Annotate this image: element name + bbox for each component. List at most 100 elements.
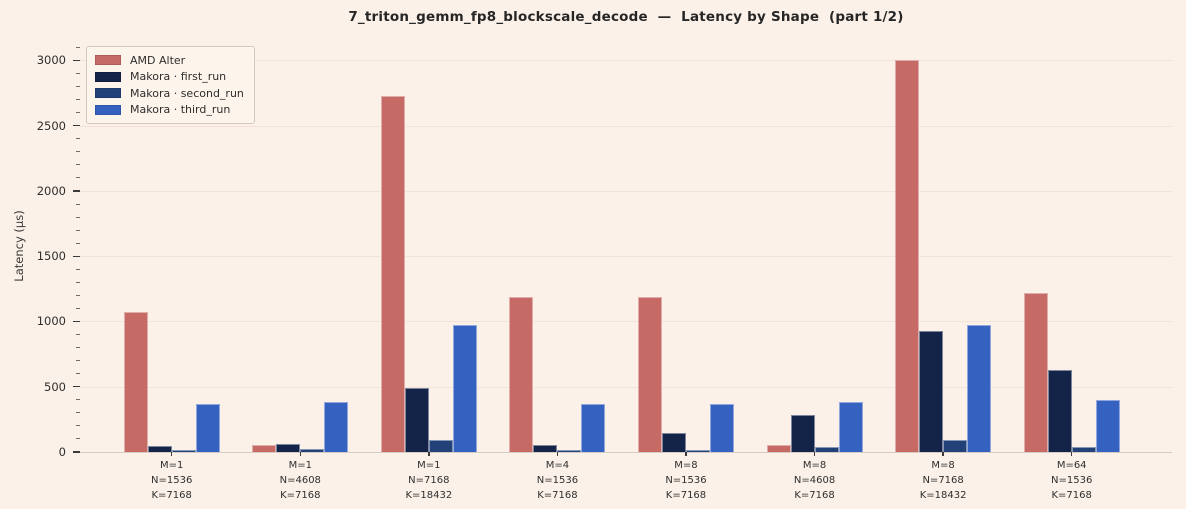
legend-label: Makora · first_run [130,70,227,84]
gridline [80,321,1172,323]
y-tick-mark [73,255,80,257]
y-minor-tick-mark [76,281,80,283]
bar [685,450,710,452]
legend: AMD Alter Makora · first_run Makora · seco… [86,46,255,124]
y-tick-mark [73,451,80,453]
bar [1071,446,1096,452]
y-tick-label: 1000 [36,314,66,329]
legend-item: Makora · first_run [95,69,244,86]
y-minor-tick-mark [76,294,80,296]
y-minor-tick-mark [76,112,80,114]
y-minor-tick-mark [76,412,80,414]
x-tick-label: M=8 N=4608 K=7168 [755,458,875,503]
bar [581,403,606,452]
bar [709,403,734,452]
bar [252,444,277,452]
y-minor-tick-mark [76,203,80,205]
y-minor-tick-mark [76,242,80,244]
x-tick-label-line: N=4608 [793,475,836,486]
y-minor-tick-mark [76,268,80,270]
x-tick-label-line: N=7168 [922,475,964,486]
y-minor-tick-mark [76,373,80,375]
y-minor-tick-mark [76,399,80,401]
x-tick-label-line: M=8 [802,460,827,471]
y-minor-tick-mark [76,177,80,179]
bar [661,433,686,452]
x-tick-mark [171,452,173,456]
x-tick-label-line: K=7168 [151,490,192,501]
bar [533,444,558,452]
gridline [80,256,1172,258]
bar [300,448,325,452]
y-minor-tick-mark [76,72,80,74]
x-tick-mark [942,452,944,456]
legend-item: Makora · second_run [95,85,244,102]
gridline [80,60,1172,62]
y-tick-mark [73,386,80,388]
y-tick-label: 0 [58,445,66,459]
x-tick-label: M=1 N=1536 K=7168 [112,458,232,503]
y-tick-label: 500 [44,379,66,394]
y-tick-mark [73,190,80,192]
x-tick-label-line: K=7168 [794,490,835,501]
y-minor-tick-mark [76,164,80,166]
legend-swatch [95,88,121,99]
bar [766,444,791,452]
bar [147,446,172,452]
x-tick-label-line: K=18432 [919,490,967,501]
x-tick-label-line: K=7168 [1051,490,1092,501]
x-tick-label-line: N=1536 [665,475,707,486]
bar [276,443,301,452]
y-tick-mark [73,59,80,62]
x-tick-label-line: M=8 [931,460,955,471]
x-tick-mark [556,452,559,456]
x-tick-label-line: K=18432 [405,490,453,501]
x-tick-mark [813,452,816,456]
y-minor-tick-mark [76,307,80,309]
bar [404,388,429,452]
y-tick-label: 2500 [36,118,66,133]
x-tick-label-line: N=1536 [536,475,579,486]
bar [428,440,453,452]
legend-label: Makora · second_run [130,86,244,100]
x-tick-label: M=1 N=4608 K=7168 [240,458,360,503]
bar [895,60,920,452]
x-tick-mark [685,452,687,456]
y-minor-tick-mark [76,86,80,88]
x-tick-label: M=8 N=7168 K=18432 [883,458,1003,503]
y-minor-tick-mark [76,216,80,218]
bar [171,450,196,452]
legend-item: Makora · third_run [95,102,244,119]
x-tick-mark [428,452,430,456]
bar [919,330,944,452]
y-minor-tick-mark [76,99,80,101]
y-tick-label: 3000 [36,53,66,68]
x-tick-label-line: N=4608 [279,475,321,486]
x-tick-label-line: M=1 [417,460,441,471]
legend-item: AMD Alter [95,52,244,69]
y-minor-tick-mark [76,360,80,362]
x-tick-label: M=4 N=1536 K=7168 [497,458,617,503]
y-minor-tick-mark [76,229,80,231]
bar [123,311,148,452]
y-tick-label: 2000 [36,183,66,198]
bar [324,402,349,452]
legend-swatch [95,71,121,82]
legend-label: Makora · third_run [130,103,231,117]
bar [790,415,815,452]
x-tick-mark [299,452,301,456]
x-tick-label: M=8 N=1536 K=7168 [626,458,746,503]
x-axis-spine [80,452,1172,453]
y-tick-mark [73,320,80,323]
x-tick-label-line: M=8 [674,460,698,471]
y-minor-tick-mark [76,438,80,440]
bar [509,297,534,452]
legend-swatch [95,104,121,115]
y-tick-label: 1500 [36,249,66,264]
bar [195,404,220,452]
x-tick-label-line: K=7168 [665,490,707,501]
bar [814,447,839,452]
x-tick-mark [1070,452,1073,456]
y-tick-mark [73,125,80,127]
